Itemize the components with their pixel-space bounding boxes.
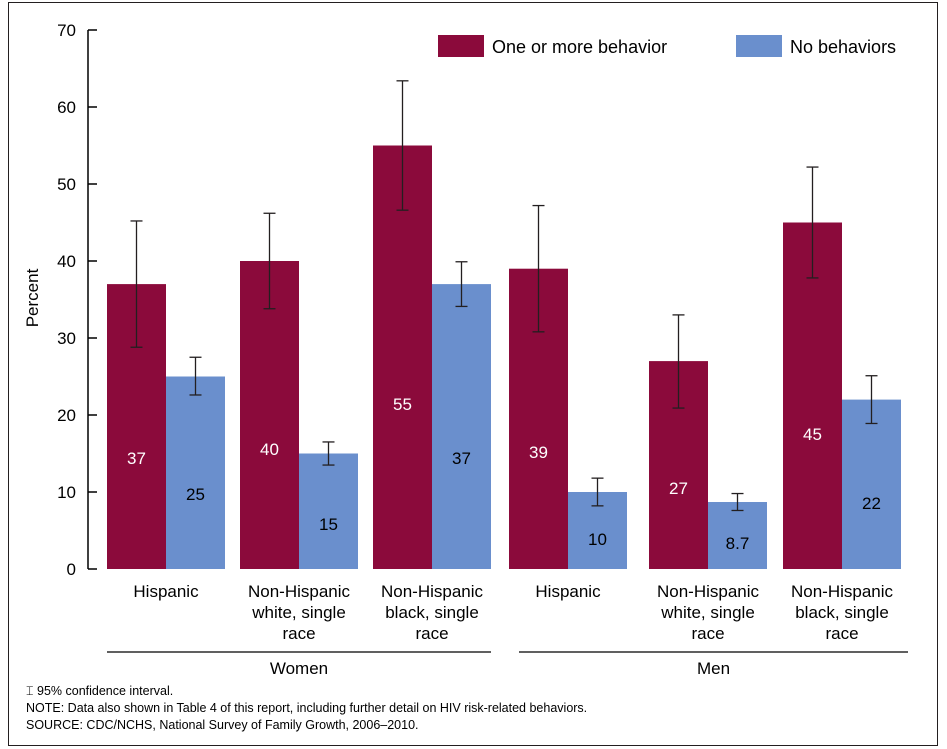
y-tick-label: 30 [57, 329, 76, 348]
chart-frame [8, 2, 938, 746]
bar [842, 399, 901, 569]
legend: One or more behavior No behaviors [438, 35, 896, 57]
error-bar [263, 212, 276, 310]
value-label: 37 [127, 449, 146, 468]
value-label: 55 [393, 395, 412, 414]
bar [373, 145, 432, 569]
group-labels: Women Men [107, 651, 908, 678]
bar [783, 222, 842, 569]
error-bar [672, 314, 685, 409]
y-tick-label: 60 [57, 98, 76, 117]
y-tick-label: 40 [57, 252, 76, 271]
value-labels: 37 40 55 39 27 45 25 15 37 10 8.7 22 [127, 395, 881, 553]
category-label: Non-Hispanic black, single race [381, 582, 484, 643]
category-label: Hispanic [133, 582, 199, 601]
category-label: Non-Hispanic white, single race [657, 582, 760, 643]
value-label: 37 [452, 449, 471, 468]
value-label: 25 [186, 485, 205, 504]
value-label: 10 [588, 530, 607, 549]
bar [166, 376, 225, 569]
legend-label: One or more behavior [492, 37, 667, 57]
value-label: 27 [669, 479, 688, 498]
error-bar [455, 261, 468, 308]
category-label: Non-Hispanic black, single race [791, 582, 894, 643]
ci-symbol: ⌶ [26, 684, 34, 698]
value-label: 45 [803, 425, 822, 444]
ci-footnote: ⌶ 95% confidence interval. [26, 684, 173, 699]
bar [708, 502, 767, 569]
y-tick-label: 0 [67, 560, 76, 579]
group-label: Women [270, 659, 328, 678]
error-bar [865, 375, 878, 425]
legend-label: No behaviors [790, 37, 896, 57]
error-bar [591, 477, 604, 507]
legend-swatch [438, 35, 484, 57]
error-bar [396, 80, 409, 211]
ci-note-text: 95% confidence interval. [37, 684, 174, 698]
category-label: Hispanic [535, 582, 601, 601]
bar [240, 261, 299, 569]
category-labels: Hispanic Non-Hispanic white, single race Non… [133, 582, 893, 643]
y-tick-label: 50 [57, 175, 76, 194]
value-label: 40 [260, 440, 279, 459]
error-bar [189, 356, 202, 396]
y-axis: 0 10 20 30 40 50 60 70 [57, 21, 97, 579]
error-bar [806, 166, 819, 279]
value-label: 15 [319, 515, 338, 534]
value-label: 8.7 [726, 534, 750, 553]
error-bar [532, 204, 545, 333]
category-label: Non-Hispanic white, single race [248, 582, 351, 643]
value-label: 39 [529, 443, 548, 462]
error-bar [731, 492, 744, 512]
bar [299, 453, 358, 569]
bar [432, 284, 491, 569]
y-axis-title: Percent [23, 268, 42, 327]
group-label: Men [697, 659, 730, 678]
y-tick-label: 20 [57, 406, 76, 425]
source-footnote: SOURCE: CDC/NCHS, National Survey of Fam… [26, 718, 419, 732]
y-tick-label: 10 [57, 483, 76, 502]
y-tick-label: 70 [57, 21, 76, 40]
legend-swatch [736, 35, 782, 57]
value-label: 22 [862, 494, 881, 513]
note-footnote: NOTE: Data also shown in Table 4 of this… [26, 701, 588, 715]
error-bars [130, 80, 878, 512]
error-bar [130, 220, 143, 348]
bars [107, 145, 901, 569]
error-bar [322, 441, 335, 466]
